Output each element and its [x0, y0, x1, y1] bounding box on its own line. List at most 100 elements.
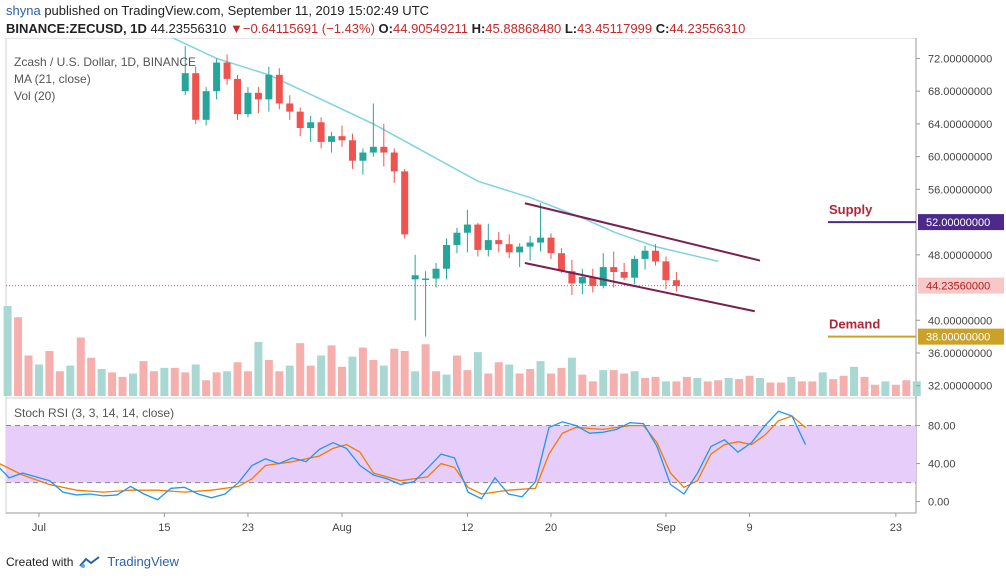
date-tick-label: 9 — [746, 522, 752, 534]
candle-body — [484, 240, 492, 250]
tradingview-link[interactable]: TradingView — [107, 554, 179, 569]
volume-bar — [181, 372, 190, 396]
date-tick-label: 12 — [461, 522, 473, 534]
volume-bar — [432, 371, 441, 396]
volume-bar — [76, 337, 85, 396]
volume-bar — [797, 381, 806, 396]
volume-bar — [766, 382, 775, 396]
candle-body — [213, 62, 221, 92]
candle-body — [537, 237, 545, 243]
volume-bar — [641, 378, 650, 396]
candle-body — [453, 232, 461, 245]
candle-body — [652, 250, 659, 262]
candle-body — [328, 136, 336, 142]
volume-bar — [567, 357, 576, 396]
candle-body — [495, 240, 503, 245]
tradingview-logo-icon — [79, 555, 100, 568]
footer: Created with TradingView — [6, 554, 179, 569]
volume-bar — [14, 317, 23, 396]
volume-bar — [400, 351, 409, 396]
candle-body — [557, 253, 565, 272]
author-link[interactable]: shyna — [6, 3, 41, 18]
volume-bar — [452, 355, 461, 396]
volume-bar — [191, 364, 200, 396]
volume-bar — [348, 356, 357, 396]
date-tick-label: 23 — [242, 522, 254, 534]
volume-bar — [421, 344, 430, 396]
price-chart[interactable]: 72.00000000 68.00000000 64.00000000 60.0000… — [0, 38, 1006, 544]
volume-bar — [243, 371, 252, 396]
volume-bar — [170, 367, 179, 396]
volume-bar — [358, 347, 367, 396]
volume-bar — [66, 365, 75, 396]
volume-bar — [735, 379, 744, 396]
candle-body — [390, 152, 398, 172]
price-tick-label: 48.00000000 — [928, 250, 992, 262]
price-tick-label: 36.00000000 — [928, 348, 992, 360]
volume-bar — [306, 365, 315, 396]
candle-body — [578, 276, 586, 284]
date-tick-label: Jul — [32, 522, 46, 534]
last-price: 44.23556310 — [150, 21, 227, 36]
volume-bar — [296, 343, 305, 396]
close-label: C: — [655, 21, 670, 36]
candle-body — [181, 73, 189, 92]
channel-upper-line — [524, 202, 761, 262]
volume-bar — [536, 361, 545, 396]
volume-bar — [24, 355, 33, 396]
candle-body — [443, 245, 450, 269]
candle-body — [641, 250, 649, 259]
candle-body — [296, 111, 304, 128]
price-tick-label: 64.00000000 — [928, 119, 992, 131]
volume-bar — [317, 355, 326, 396]
demand-label: Demand — [829, 317, 880, 332]
volume-bar — [390, 348, 399, 396]
close-value: 44.23556310 — [669, 21, 746, 36]
candle-body — [631, 258, 639, 278]
volume-bar — [630, 371, 639, 396]
date-tick-label: Aug — [332, 522, 352, 534]
candle-body — [589, 276, 597, 286]
price-tick-label: 56.00000000 — [928, 184, 992, 196]
candle-body — [348, 140, 356, 161]
chart-title: Zcash / U.S. Dollar, 1D, BINANCE — [14, 55, 197, 69]
volume-bar — [264, 360, 273, 396]
volume-bar — [860, 376, 869, 396]
volume-bar — [578, 374, 587, 396]
supply-label: Supply — [829, 202, 873, 217]
volume-bar — [327, 345, 336, 396]
candle-body — [401, 171, 409, 235]
volume-bar — [724, 378, 733, 396]
candle-body — [463, 224, 471, 233]
low-label: L: — [564, 21, 578, 36]
volume-bar — [912, 381, 921, 396]
volume-bar — [118, 376, 127, 396]
candle-body — [307, 122, 315, 128]
ma-line — [171, 38, 719, 263]
volume-bar — [285, 365, 294, 396]
candle-body — [359, 152, 367, 161]
candle-body — [338, 136, 346, 141]
volume-bar — [808, 381, 817, 396]
high-label: H: — [471, 21, 486, 36]
volume-bar — [129, 373, 137, 396]
symbol-label: BINANCE:ZECUSD, 1D — [6, 21, 147, 36]
stoch-tick-label: 80.00 — [928, 421, 956, 433]
candle-body — [432, 268, 440, 279]
open-label: O: — [378, 21, 393, 36]
volume-bar — [588, 381, 597, 396]
date-tick-label: Sep — [656, 522, 676, 534]
candle-body — [422, 278, 430, 281]
low-value: 43.45117999 — [577, 21, 653, 36]
open-value: 44.90549211 — [393, 21, 468, 36]
candle-body — [568, 271, 576, 284]
volume-bar — [651, 376, 660, 396]
volume-bar — [34, 364, 43, 396]
volume-bar — [620, 373, 629, 396]
volume-bar — [463, 370, 472, 396]
volume-bar — [891, 384, 900, 396]
volume-bar — [547, 373, 555, 396]
volume-bar — [97, 369, 106, 396]
candle-body — [505, 244, 513, 253]
volume-bar — [55, 371, 64, 396]
